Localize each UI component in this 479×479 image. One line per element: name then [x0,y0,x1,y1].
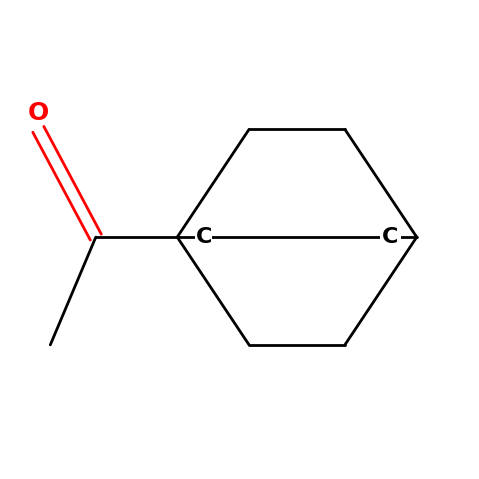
Text: O: O [28,101,49,125]
Text: C: C [195,227,212,247]
Text: C: C [382,227,399,247]
